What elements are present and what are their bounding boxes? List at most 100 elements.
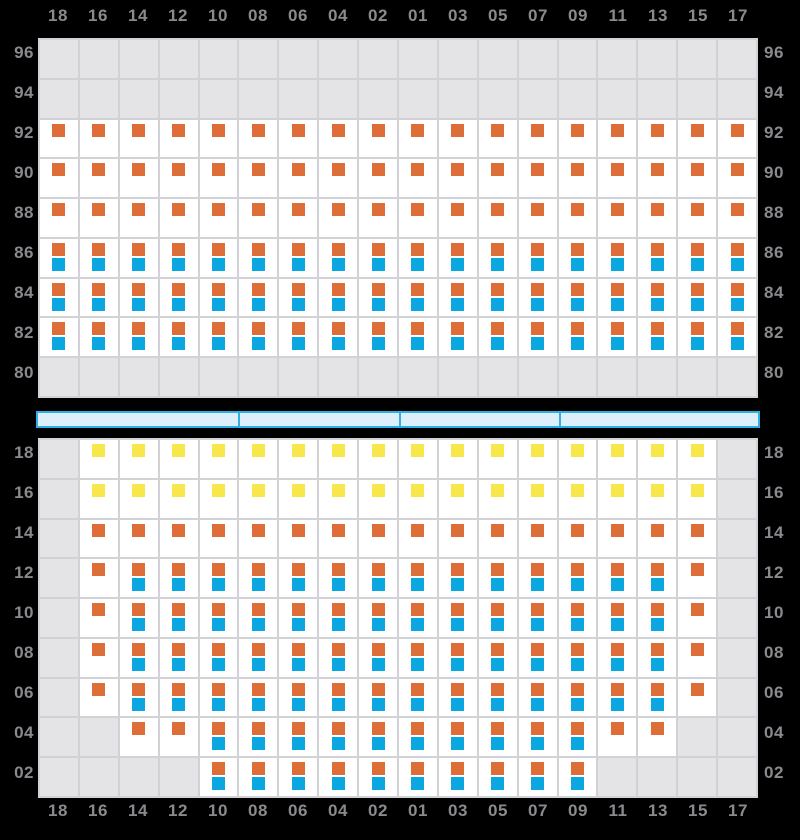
seat-cell[interactable]: [359, 599, 397, 637]
seat-cell[interactable]: [558, 199, 597, 237]
seat-cell[interactable]: [438, 599, 477, 637]
seat-cell[interactable]: [239, 199, 278, 237]
seat-cell[interactable]: [159, 559, 198, 598]
seat-cell[interactable]: [79, 440, 118, 478]
seat-cell[interactable]: [638, 599, 677, 637]
seat-cell[interactable]: [279, 440, 318, 478]
seat-cell[interactable]: [518, 638, 557, 677]
seat-cell[interactable]: [319, 479, 358, 518]
seat-cell[interactable]: [638, 638, 677, 677]
seat-cell[interactable]: [279, 559, 318, 598]
seat-cell[interactable]: [558, 119, 597, 158]
seat-cell[interactable]: [199, 119, 238, 158]
seat-cell[interactable]: [678, 638, 717, 677]
seat-cell[interactable]: [79, 599, 118, 637]
seat-cell[interactable]: [678, 159, 717, 198]
seat-cell[interactable]: [638, 318, 677, 357]
seat-cell[interactable]: [478, 758, 517, 796]
seat-cell[interactable]: [79, 318, 118, 357]
seat-cell[interactable]: [678, 440, 717, 478]
seat-cell[interactable]: [359, 278, 397, 317]
seat-cell[interactable]: [79, 638, 118, 677]
seat-cell[interactable]: [79, 238, 118, 277]
seat-cell[interactable]: [518, 159, 557, 198]
seat-cell[interactable]: [399, 278, 437, 317]
seat-cell[interactable]: [399, 199, 437, 237]
seat-cell[interactable]: [159, 278, 198, 317]
seat-cell[interactable]: [279, 479, 318, 518]
seat-cell[interactable]: [478, 599, 517, 637]
seat-cell[interactable]: [558, 519, 597, 558]
seat-cell[interactable]: [478, 440, 517, 478]
seat-cell[interactable]: [399, 119, 437, 158]
seat-cell[interactable]: [598, 599, 637, 637]
seat-cell[interactable]: [319, 519, 358, 558]
seat-cell[interactable]: [718, 278, 756, 317]
seat-cell[interactable]: [239, 678, 278, 717]
seat-cell[interactable]: [399, 159, 437, 198]
seat-cell[interactable]: [119, 479, 158, 518]
seat-cell[interactable]: [558, 638, 597, 677]
seat-cell[interactable]: [279, 678, 318, 717]
seat-cell[interactable]: [598, 718, 637, 757]
seat-cell[interactable]: [598, 119, 637, 158]
seat-cell[interactable]: [518, 238, 557, 277]
seat-cell[interactable]: [638, 678, 677, 717]
seat-cell[interactable]: [678, 479, 717, 518]
seat-cell[interactable]: [359, 119, 397, 158]
seat-cell[interactable]: [359, 758, 397, 796]
seat-cell[interactable]: [438, 119, 477, 158]
seat-cell[interactable]: [199, 440, 238, 478]
seat-cell[interactable]: [79, 479, 118, 518]
seat-cell[interactable]: [438, 559, 477, 598]
seat-cell[interactable]: [119, 159, 158, 198]
seat-cell[interactable]: [598, 479, 637, 518]
seat-cell[interactable]: [279, 119, 318, 158]
seat-cell[interactable]: [518, 758, 557, 796]
seat-cell[interactable]: [119, 318, 158, 357]
seat-cell[interactable]: [678, 599, 717, 637]
seat-cell[interactable]: [438, 678, 477, 717]
seat-cell[interactable]: [478, 479, 517, 518]
seat-cell[interactable]: [40, 119, 78, 158]
seat-cell[interactable]: [319, 678, 358, 717]
seat-cell[interactable]: [638, 559, 677, 598]
seat-cell[interactable]: [319, 599, 358, 637]
seat-cell[interactable]: [199, 318, 238, 357]
seat-cell[interactable]: [79, 559, 118, 598]
seat-cell[interactable]: [279, 638, 318, 677]
seat-cell[interactable]: [558, 318, 597, 357]
seat-cell[interactable]: [239, 159, 278, 198]
seat-cell[interactable]: [638, 159, 677, 198]
seat-cell[interactable]: [119, 559, 158, 598]
seat-cell[interactable]: [718, 238, 756, 277]
seat-cell[interactable]: [40, 278, 78, 317]
seat-cell[interactable]: [558, 159, 597, 198]
seat-cell[interactable]: [79, 199, 118, 237]
seat-cell[interactable]: [159, 440, 198, 478]
seat-cell[interactable]: [478, 278, 517, 317]
seat-cell[interactable]: [678, 199, 717, 237]
seat-cell[interactable]: [359, 238, 397, 277]
seat-cell[interactable]: [678, 318, 717, 357]
seat-cell[interactable]: [598, 278, 637, 317]
seat-cell[interactable]: [319, 199, 358, 237]
seat-cell[interactable]: [319, 718, 358, 757]
seat-cell[interactable]: [558, 278, 597, 317]
seat-cell[interactable]: [558, 440, 597, 478]
seat-cell[interactable]: [119, 718, 158, 757]
seat-cell[interactable]: [239, 440, 278, 478]
seat-cell[interactable]: [438, 479, 477, 518]
seat-cell[interactable]: [159, 119, 198, 158]
seat-cell[interactable]: [598, 199, 637, 237]
seat-cell[interactable]: [239, 318, 278, 357]
seat-cell[interactable]: [399, 758, 437, 796]
seat-cell[interactable]: [79, 119, 118, 158]
seat-cell[interactable]: [678, 238, 717, 277]
seat-cell[interactable]: [239, 479, 278, 518]
seat-cell[interactable]: [518, 318, 557, 357]
seat-cell[interactable]: [598, 519, 637, 558]
seat-cell[interactable]: [359, 479, 397, 518]
seat-cell[interactable]: [478, 519, 517, 558]
seat-cell[interactable]: [678, 278, 717, 317]
